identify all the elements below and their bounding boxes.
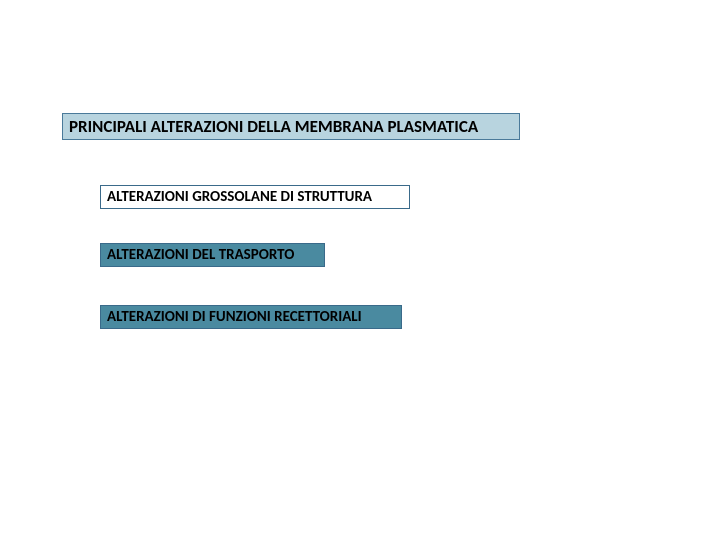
item2-box: ALTERAZIONI DEL TRASPORTO (100, 243, 325, 267)
item3-text: ALTERAZIONI DI FUNZIONI RECETTORIALI (107, 308, 362, 326)
title-box: PRINCIPALI ALTERAZIONI DELLA MEMBRANA PL… (62, 113, 520, 140)
item1-text: ALTERAZIONI GROSSOLANE DI STRUTTURA (107, 188, 372, 206)
item2-text: ALTERAZIONI DEL TRASPORTO (107, 246, 294, 264)
item3-box: ALTERAZIONI DI FUNZIONI RECETTORIALI (100, 305, 402, 329)
item1-box: ALTERAZIONI GROSSOLANE DI STRUTTURA (100, 185, 410, 209)
title-text: PRINCIPALI ALTERAZIONI DELLA MEMBRANA PL… (69, 116, 478, 137)
